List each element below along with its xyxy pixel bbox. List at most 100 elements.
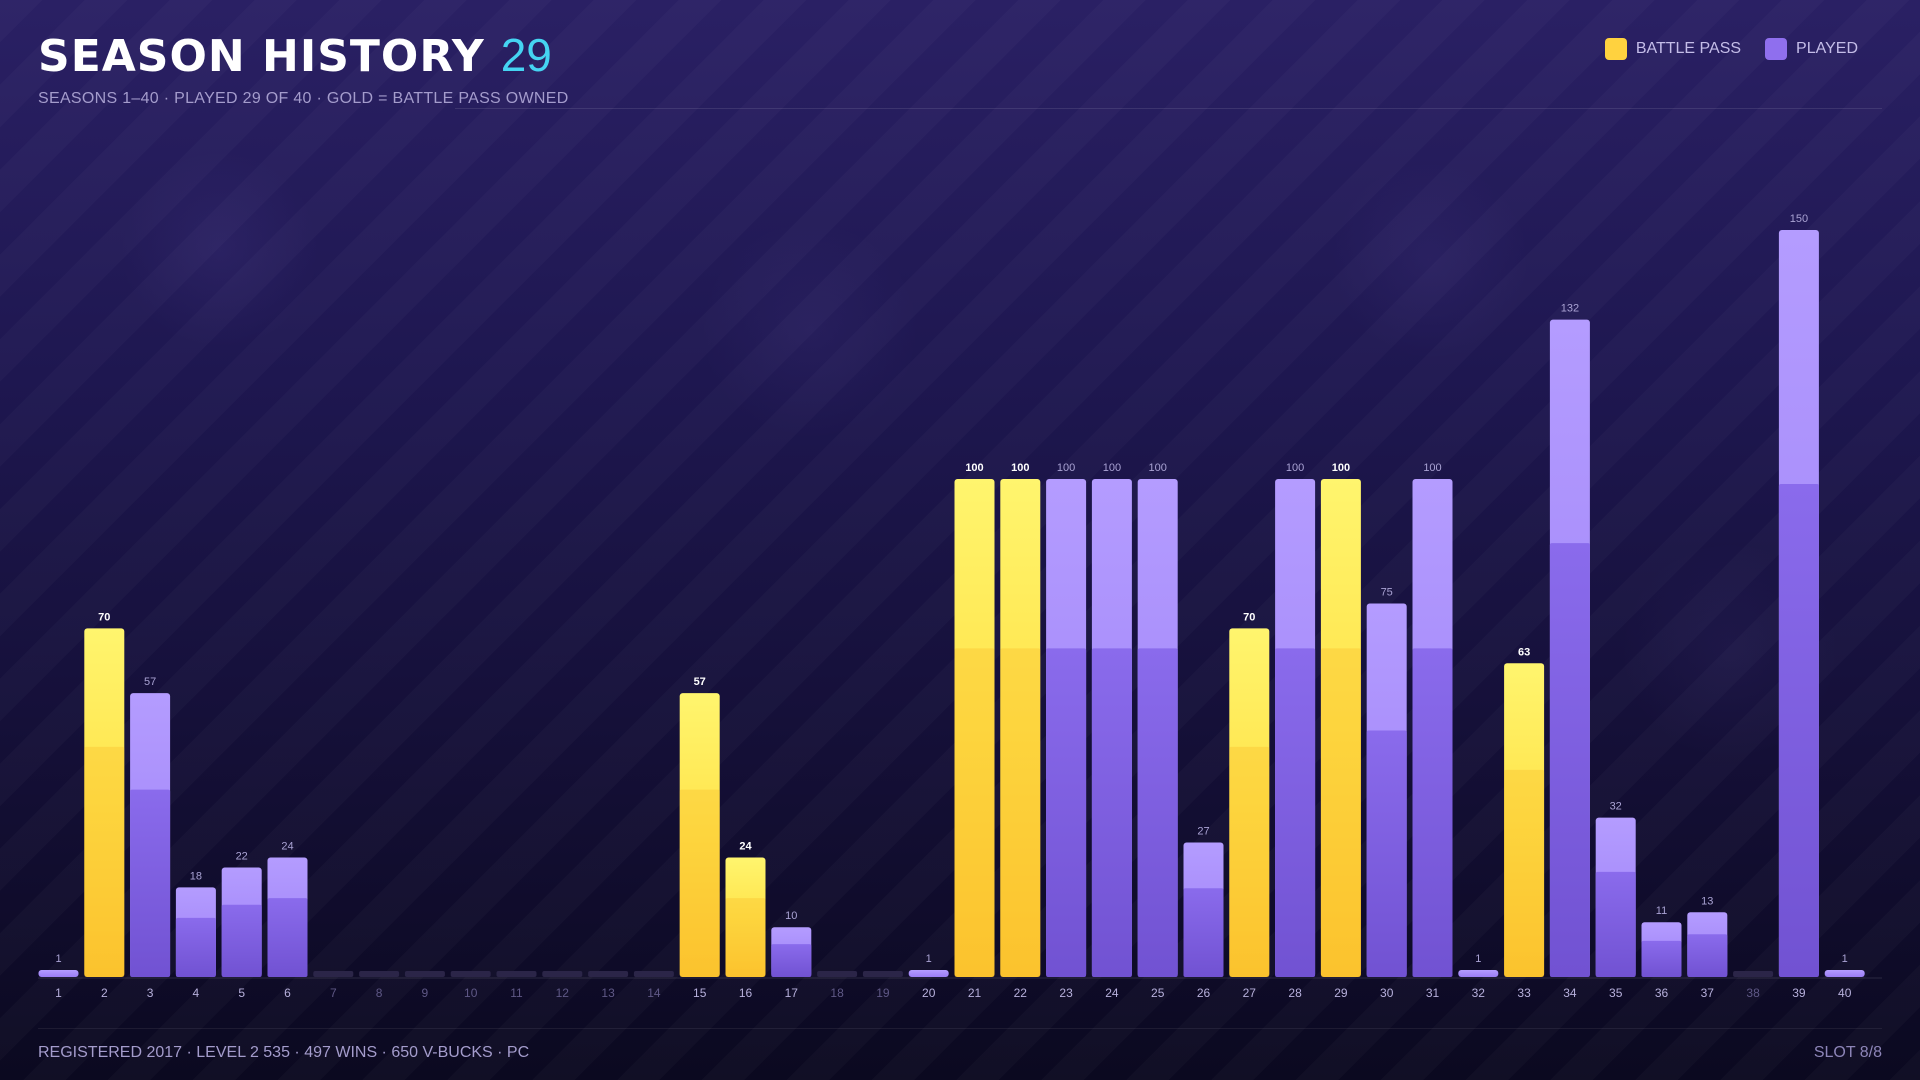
- bar-season-15[interactable]: [679, 693, 720, 977]
- tick-label-season-8: 8: [376, 986, 383, 1000]
- bar-shade-season-29: [1320, 648, 1361, 977]
- tick-label-season-27: 27: [1243, 986, 1257, 1000]
- tick-label-season-14: 14: [647, 986, 661, 1000]
- bar-shade-season-31: [1412, 648, 1453, 977]
- tick-label-season-18: 18: [830, 986, 844, 1000]
- tick-label-season-16: 16: [739, 986, 753, 1000]
- tick-label-season-15: 15: [693, 986, 707, 1000]
- value-label-season-40: 1: [1842, 953, 1848, 965]
- bar-shade-season-39: [1778, 483, 1819, 977]
- tick-label-season-2: 2: [101, 986, 108, 1000]
- tick-label-season-34: 34: [1563, 986, 1577, 1000]
- bar-season-33[interactable]: [1504, 663, 1545, 977]
- bar-shade-season-4: [175, 917, 216, 977]
- value-label-season-37: 13: [1701, 895, 1713, 907]
- bar-shade-season-17: [771, 944, 812, 977]
- legend-item-played: PLAYED: [1765, 38, 1858, 60]
- value-label-season-35: 32: [1610, 801, 1622, 813]
- tick-label-season-32: 32: [1472, 986, 1486, 1000]
- value-label-season-36: 11: [1656, 905, 1667, 917]
- tick-label-season-10: 10: [464, 986, 478, 1000]
- tick-label-season-24: 24: [1105, 986, 1119, 1000]
- tick-label-season-28: 28: [1288, 986, 1302, 1000]
- legend-label-played: PLAYED: [1796, 40, 1858, 57]
- bar-shade-season-26: [1183, 888, 1224, 977]
- bar-season-1[interactable]: [38, 970, 79, 977]
- legend-label-battle-pass: BATTLE PASS: [1635, 40, 1742, 57]
- bar-empty-season-10: [450, 971, 491, 977]
- value-label-season-4: 18: [190, 870, 202, 882]
- bar-shade-season-16: [725, 898, 766, 977]
- tick-label-season-3: 3: [147, 986, 154, 1000]
- tick-label-season-26: 26: [1197, 986, 1211, 1000]
- value-label-season-23: 100: [1057, 462, 1075, 474]
- bar-season-21[interactable]: [954, 479, 995, 977]
- tick-label-season-1: 1: [55, 986, 62, 1000]
- tick-label-season-20: 20: [922, 986, 936, 1000]
- value-label-season-17: 10: [785, 910, 797, 922]
- value-label-season-21: 100: [965, 462, 983, 474]
- tick-label-season-37: 37: [1701, 986, 1715, 1000]
- bar-shade-season-15: [679, 789, 720, 977]
- value-label-season-26: 27: [1197, 826, 1209, 838]
- value-label-season-15: 57: [694, 676, 706, 688]
- bar-empty-season-19: [862, 971, 903, 977]
- bar-season-40[interactable]: [1824, 970, 1865, 977]
- bar-empty-season-9: [404, 971, 445, 977]
- header-divider: [455, 108, 1882, 109]
- tick-label-season-4: 4: [193, 986, 200, 1000]
- played-swatch: [1765, 38, 1788, 60]
- value-label-season-25: 100: [1149, 462, 1167, 474]
- bar-shade-season-36: [1641, 940, 1682, 977]
- tick-label-season-39: 39: [1792, 986, 1806, 1000]
- header: SEASON HISTORY 29: [38, 28, 552, 82]
- bar-empty-season-11: [496, 971, 537, 977]
- bar-empty-season-7: [313, 971, 354, 977]
- bar-shade-season-2: [84, 746, 125, 977]
- bar-season-29[interactable]: [1320, 479, 1361, 977]
- bar-empty-season-8: [359, 971, 400, 977]
- value-label-season-39: 150: [1790, 213, 1808, 225]
- tick-label-season-25: 25: [1151, 986, 1165, 1000]
- tick-label-season-33: 33: [1517, 986, 1531, 1000]
- tick-label-season-35: 35: [1609, 986, 1623, 1000]
- tick-label-season-12: 12: [556, 986, 570, 1000]
- bar-season-27[interactable]: [1229, 628, 1270, 977]
- bar-shade-season-25: [1137, 648, 1178, 977]
- bar-shade-season-3: [130, 789, 171, 977]
- account-info: REGISTERED 2017 · LEVEL 2 535 · 497 WINS…: [38, 1044, 530, 1061]
- title-row: SEASON HISTORY 29: [38, 28, 552, 82]
- bar-shade-season-27: [1229, 746, 1270, 977]
- value-label-season-5: 22: [236, 850, 248, 862]
- bar-season-32[interactable]: [1458, 970, 1499, 977]
- tick-label-season-21: 21: [968, 986, 982, 1000]
- bar-season-2[interactable]: [84, 628, 125, 977]
- bar-empty-season-12: [542, 971, 583, 977]
- bar-shade-season-21: [954, 648, 995, 977]
- bar-shade-season-23: [1046, 648, 1087, 977]
- value-label-season-32: 1: [1475, 953, 1481, 965]
- value-label-season-28: 100: [1286, 462, 1304, 474]
- bar-shade-season-28: [1275, 648, 1316, 977]
- tick-label-season-6: 6: [284, 986, 291, 1000]
- bar-empty-season-18: [817, 971, 858, 977]
- tick-label-season-22: 22: [1014, 986, 1028, 1000]
- page-title: SEASON HISTORY: [38, 31, 485, 82]
- tick-label-season-5: 5: [238, 986, 245, 1000]
- value-label-season-29: 100: [1332, 462, 1350, 474]
- bar-season-16[interactable]: [725, 857, 766, 977]
- bar-shade-season-30: [1366, 730, 1407, 977]
- bar-season-22[interactable]: [1000, 479, 1041, 977]
- value-label-season-31: 100: [1423, 462, 1441, 474]
- subtitle: SEASONS 1–40 · PLAYED 29 OF 40 · GOLD = …: [38, 90, 569, 107]
- legend-item-battle-pass: BATTLE PASS: [1604, 38, 1742, 60]
- bar-season-20[interactable]: [908, 970, 949, 977]
- value-label-season-16: 24: [739, 840, 752, 852]
- bar-shade-season-24: [1091, 648, 1132, 977]
- tick-label-season-30: 30: [1380, 986, 1394, 1000]
- tick-label-season-19: 19: [876, 986, 890, 1000]
- value-label-season-20: 1: [926, 953, 932, 965]
- bar-empty-season-38: [1733, 971, 1774, 977]
- tick-label-season-13: 13: [601, 986, 615, 1000]
- bar-empty-season-14: [633, 971, 674, 977]
